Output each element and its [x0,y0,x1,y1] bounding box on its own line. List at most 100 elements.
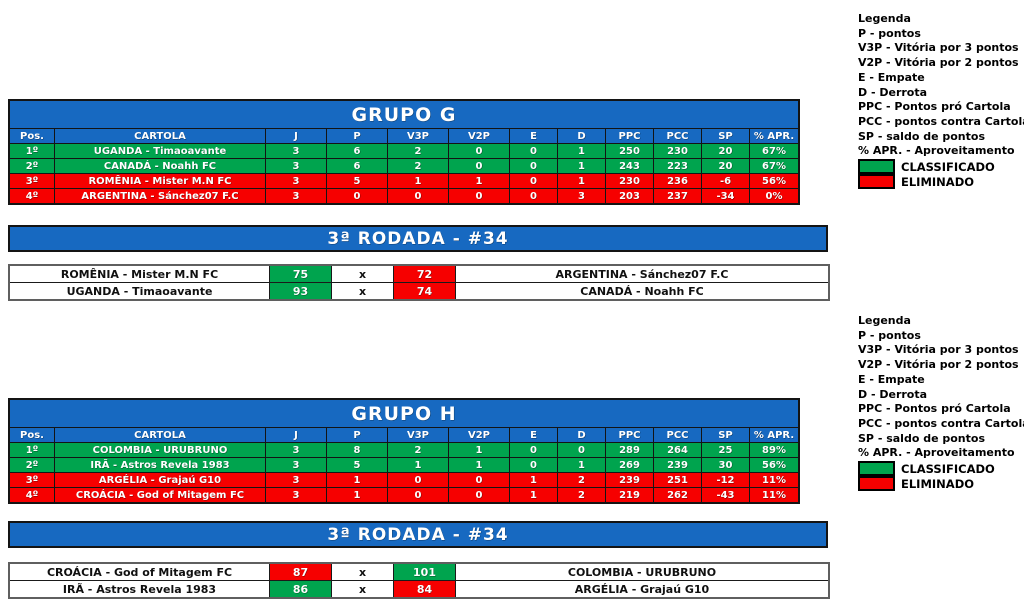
col-header-cartola: CARTOLA [55,129,266,143]
cell-ppc: 289 [606,443,654,457]
legend-item: D - Derrota [858,387,928,401]
cell-p: 5 [327,174,388,188]
legend-classified-row: CLASSIFICADO [858,461,1024,477]
col-header-sp: SP [702,129,750,143]
col-header-v2p: V2P [449,129,510,143]
cell-j: 3 [266,144,327,158]
cell-ppc: 230 [606,174,654,188]
legend-item: % APR. - Aproveitamento [858,144,1015,158]
cell-d: 2 [558,488,606,502]
cell-j: 3 [266,159,327,173]
classified-swatch [858,461,895,477]
cell-pcc: 239 [654,458,702,472]
cell-e: 0 [510,159,558,173]
cell-pos: 4º [10,488,55,502]
cell-apr: 0% [750,189,798,203]
cell-d: 0 [558,443,606,457]
legend-item: SP - saldo de pontos [858,431,985,445]
home-team: CROÁCIA - God of Mitagem FC [10,564,270,580]
away-team: COLOMBIA - URUBRUNO [567,565,717,579]
standings-row: 4º CROÁCIA - God of Mitagem FC 3 1 0 0 1… [10,488,798,502]
match-row: ROMÊNIA - Mister M.N FC 75 x 72 ARGENTIN… [10,266,828,283]
standings-row: 3º ROMÊNIA - Mister M.N FC 3 5 1 1 0 1 2… [10,174,798,189]
cell-cartola: UGANDA - Timaoavante [55,144,266,158]
cell-v2p: 0 [449,488,510,502]
cell-e: 0 [510,144,558,158]
cell-j: 3 [266,458,327,472]
cell-apr: 11% [750,488,798,502]
score-separator: x [332,266,394,282]
cell-e: 0 [510,458,558,472]
cell-j: 3 [266,174,327,188]
cell-d: 1 [558,458,606,472]
eliminated-label: ELIMINADO [901,476,975,491]
col-header-v3p: V3P [388,428,449,442]
cell-pcc: 237 [654,189,702,203]
legend-item: PCC - pontos contra Cartola [858,416,1024,430]
legend-item: V2P - Vitória por 2 pontos [858,358,1019,372]
col-header-pcc: PCC [654,129,702,143]
col-header-apr: % APR. [750,129,798,143]
cell-j: 3 [266,443,327,457]
match-row: CROÁCIA - God of Mitagem FC 87 x 101 COL… [10,564,828,581]
cell-ppc: 239 [606,473,654,487]
cell-pos: 1º [10,443,55,457]
cell-cartola: COLOMBIA - URUBRUNO [55,443,266,457]
legend-item: PPC - Pontos pró Cartola [858,402,1011,416]
cell-pos: 4º [10,189,55,203]
col-header-ppc: PPC [606,428,654,442]
col-header-p: P [327,428,388,442]
group-h-header-row: Pos. CARTOLA J P V3P V2P E D PPC PCC SP … [10,428,798,443]
cell-pcc: 262 [654,488,702,502]
cell-v2p: 0 [449,189,510,203]
cell-apr: 67% [750,159,798,173]
cell-cartola: CANADÁ - Noahh FC [55,159,266,173]
col-header-pos: Pos. [10,129,55,143]
legend-eliminated-row: ELIMINADO [858,476,1024,492]
legend-bottom: Legenda P - pontos V3P - Vitória por 3 p… [858,314,1024,492]
cell-sp: 25 [702,443,750,457]
legend-item: % APR. - Aproveitamento [858,446,1015,460]
standings-row: 3º ARGÉLIA - Grajaú G10 3 1 0 0 1 2 239 … [10,473,798,488]
score-separator: x [332,564,394,580]
col-header-cartola: CARTOLA [55,428,266,442]
away-score: 74 [394,283,456,299]
cell-sp: 20 [702,159,750,173]
cell-sp: -34 [702,189,750,203]
legend-item: P - pontos [858,328,921,342]
cell-pcc: 230 [654,144,702,158]
eliminated-label: ELIMINADO [901,174,975,189]
cell-j: 3 [266,488,327,502]
cell-p: 6 [327,144,388,158]
legend-title: Legenda [858,314,911,327]
group-g-title: GRUPO G [10,101,798,129]
col-header-sp: SP [702,428,750,442]
group-g-header-row: Pos. CARTOLA J P V3P V2P E D PPC PCC SP … [10,129,798,144]
cell-pcc: 223 [654,159,702,173]
cell-p: 0 [327,189,388,203]
cell-v3p: 2 [388,443,449,457]
cell-pcc: 264 [654,443,702,457]
cell-v3p: 0 [388,189,449,203]
cell-v3p: 1 [388,174,449,188]
cell-cartola: ROMÊNIA - Mister M.N FC [55,174,266,188]
away-score: 84 [394,581,456,597]
cell-sp: -6 [702,174,750,188]
cell-pos: 3º [10,174,55,188]
col-header-pos: Pos. [10,428,55,442]
cell-ppc: 203 [606,189,654,203]
away-score: 101 [394,564,456,580]
legend-item: V3P - Vitória por 3 pontos [858,41,1019,55]
cell-cartola: CROÁCIA - God of Mitagem FC [55,488,266,502]
col-header-v2p: V2P [449,428,510,442]
round-results-group-h: CROÁCIA - God of Mitagem FC 87 x 101 COL… [8,562,830,599]
cell-d: 3 [558,189,606,203]
cell-d: 1 [558,174,606,188]
classified-label: CLASSIFICADO [901,461,995,476]
eliminated-swatch [858,174,895,190]
standings-row: 2º CANADÁ - Noahh FC 3 6 2 0 0 1 243 223… [10,159,798,174]
cell-ppc: 250 [606,144,654,158]
away-team: ARGENTINA - Sánchez07 F.C [555,267,729,281]
cell-apr: 67% [750,144,798,158]
cell-pos: 1º [10,144,55,158]
